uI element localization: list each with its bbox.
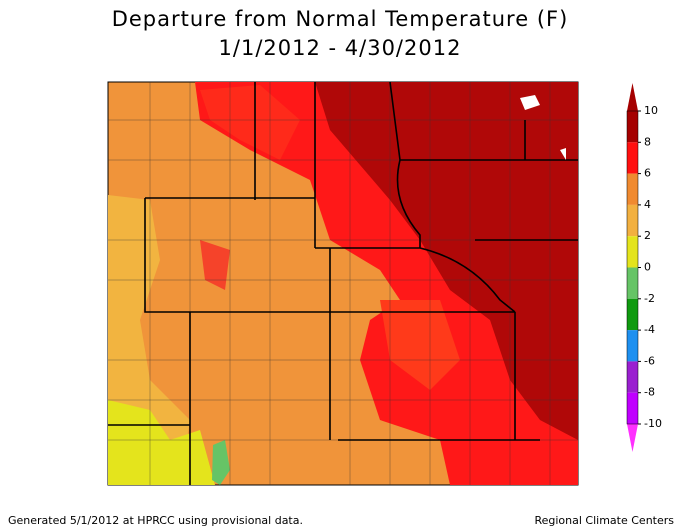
- colorbar-tick-label: -8: [644, 386, 655, 399]
- colorbar-tick-label: 2: [644, 229, 651, 242]
- colorbar-tick-label: -6: [644, 354, 655, 367]
- colorbar-tick-label: -10: [644, 417, 662, 430]
- colorbar-tick-label: -4: [644, 323, 655, 336]
- colorbar-bottom-arrow: [627, 424, 638, 452]
- colorbar-segment: [627, 330, 638, 362]
- colorbar-top-arrow: [627, 83, 638, 111]
- colorbar-tick-label: 6: [644, 167, 651, 180]
- colorbar-segment: [627, 173, 638, 205]
- colorbar-segment: [627, 111, 638, 143]
- colorbar-tick-label: -2: [644, 292, 655, 305]
- footer-left: Generated 5/1/2012 at HPRCC using provis…: [8, 514, 303, 527]
- colorbar-segment: [627, 236, 638, 268]
- colorbar-segment: [627, 204, 638, 237]
- colorbar-segment: [627, 267, 638, 299]
- colorbar-segment: [627, 392, 638, 424]
- colorbar-segment: [627, 361, 638, 393]
- footer-right: Regional Climate Centers: [534, 514, 674, 527]
- colorbar-tick-label: 0: [644, 261, 651, 274]
- title: Departure from Normal Temperature (F): [112, 7, 569, 31]
- map: [107, 81, 579, 486]
- colorbar-segment: [627, 142, 638, 174]
- colorbar-tick-label: 10: [644, 104, 658, 117]
- colorbar-segment: [627, 298, 638, 331]
- subtitle: 1/1/2012 - 4/30/2012: [219, 36, 462, 60]
- colorbar-tick-label: 4: [644, 198, 651, 211]
- colorbar: 10 8 6 4 2 0 -2 -4 -6 -8 -10: [626, 83, 662, 452]
- colorbar-tick-label: 8: [644, 135, 651, 148]
